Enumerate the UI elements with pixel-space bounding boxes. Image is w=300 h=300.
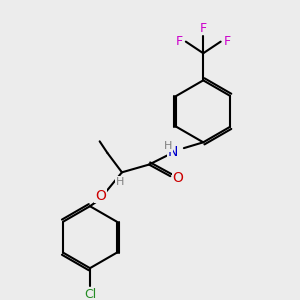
Text: O: O — [95, 188, 106, 203]
Text: Cl: Cl — [84, 288, 96, 300]
Text: F: F — [200, 22, 207, 34]
Text: O: O — [172, 171, 184, 185]
Text: F: F — [176, 35, 183, 48]
Text: F: F — [224, 35, 231, 48]
Text: H: H — [164, 141, 172, 151]
Text: N: N — [168, 145, 178, 159]
Text: H: H — [116, 177, 124, 187]
